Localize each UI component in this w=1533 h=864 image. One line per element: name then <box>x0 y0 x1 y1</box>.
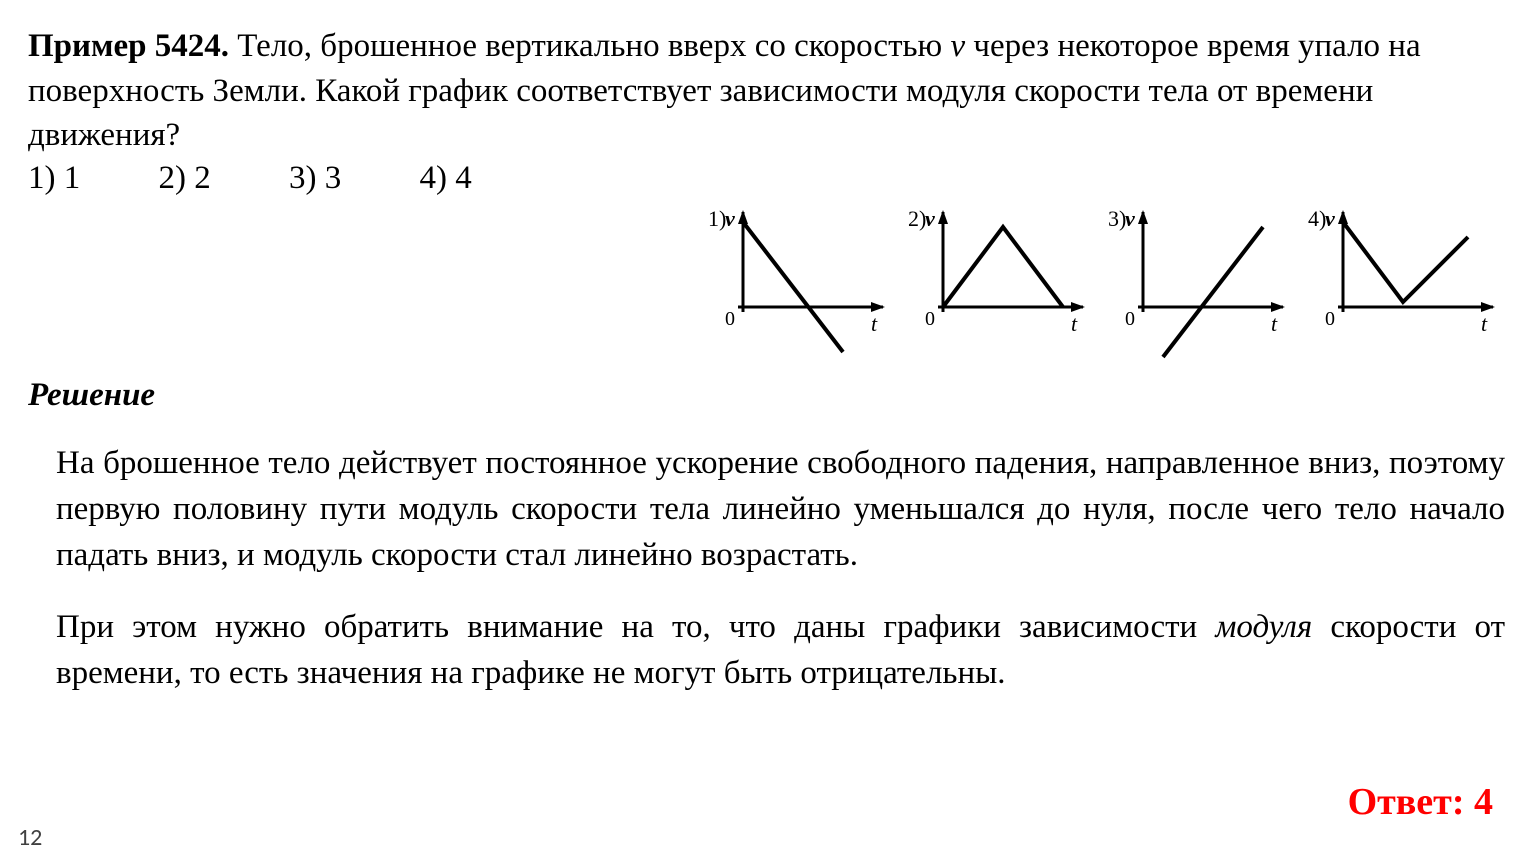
solution-p2-em: модуля <box>1215 609 1312 645</box>
slide: Пример 5424. Тело, брошенное вертикально… <box>0 0 1533 864</box>
example-label: Пример 5424. <box>28 28 229 64</box>
svg-text:t: t <box>1481 311 1488 336</box>
graph-3: 3)v 0 t <box>1103 202 1303 372</box>
svg-text:v: v <box>725 206 735 231</box>
graph-2: 2)v 0 t <box>903 202 1103 372</box>
svg-text:t: t <box>871 311 878 336</box>
problem-var: v <box>950 28 965 64</box>
svg-text:v: v <box>1325 206 1335 231</box>
svg-text:v: v <box>925 206 935 231</box>
solution-p2-a: При этом нужно обратить внимание на то, … <box>56 609 1215 645</box>
answer-options: 1) 1 2) 2 3) 3 4) 4 <box>28 160 1505 197</box>
svg-text:v: v <box>1125 206 1135 231</box>
svg-text:4): 4) <box>1308 206 1326 231</box>
solution-paragraph-2: При этом нужно обратить внимание на то, … <box>28 604 1505 696</box>
slide-number: 12 <box>18 823 42 852</box>
graphs-panel: 1)v0t2)v0t3)v0t4)v0t <box>703 202 1503 372</box>
problem-text-1: Тело, брошенное вертикально вверх со ско… <box>229 28 950 64</box>
svg-text:3): 3) <box>1108 206 1126 231</box>
svg-text:t: t <box>1071 311 1078 336</box>
svg-text:0: 0 <box>925 308 935 330</box>
option-1: 1) 1 <box>28 160 80 196</box>
option-2: 2) 2 <box>159 160 211 196</box>
svg-text:t: t <box>1271 311 1278 336</box>
svg-text:0: 0 <box>1125 308 1135 330</box>
graph-1: 1)v 0 t <box>703 202 903 372</box>
graph-4: 4)v 0 t <box>1303 202 1503 372</box>
answer-text: Ответ: 4 <box>1348 780 1493 824</box>
svg-text:0: 0 <box>725 308 735 330</box>
svg-text:2): 2) <box>908 206 926 231</box>
problem-statement: Пример 5424. Тело, брошенное вертикально… <box>28 24 1505 158</box>
svg-text:0: 0 <box>1325 308 1335 330</box>
svg-text:1): 1) <box>708 206 726 231</box>
option-4: 4) 4 <box>420 160 472 196</box>
solution-paragraph-1: На брошенное тело действует постоянное у… <box>28 440 1505 579</box>
solution-heading: Решение <box>28 377 1505 414</box>
option-3: 3) 3 <box>289 160 341 196</box>
